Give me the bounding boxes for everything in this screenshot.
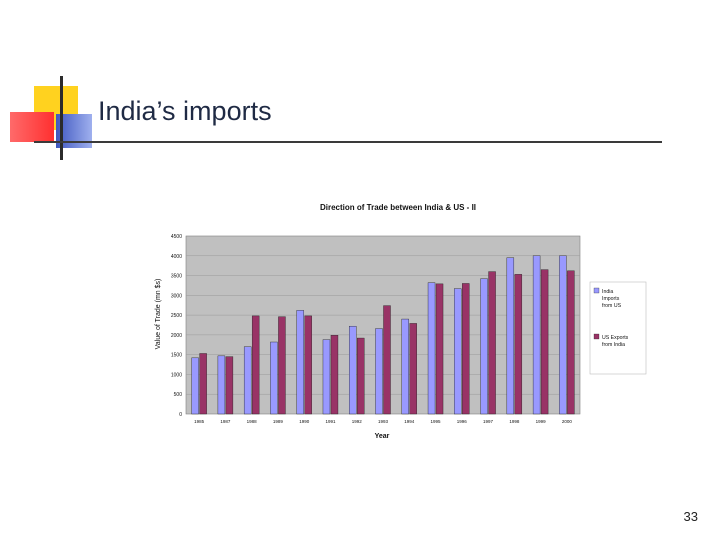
legend-label: India Imports from US xyxy=(602,289,622,309)
y-tick-label: 500 xyxy=(174,392,183,398)
bar xyxy=(322,339,331,415)
bar xyxy=(330,335,339,415)
bar xyxy=(435,283,444,415)
y-tick-label: 0 xyxy=(179,412,182,418)
x-tick-label: 1997 xyxy=(483,419,494,424)
bar xyxy=(427,282,436,415)
bar xyxy=(488,271,496,415)
x-tick-label: 1996 xyxy=(457,419,468,424)
logo-vertical-line xyxy=(60,76,63,160)
bar xyxy=(383,305,391,415)
x-tick-label: 1987 xyxy=(220,419,231,424)
bar xyxy=(296,310,304,415)
bar xyxy=(243,346,252,415)
bar xyxy=(532,255,541,415)
legend-box xyxy=(589,281,647,375)
page-number: 33 xyxy=(683,509,698,524)
logo-red-square xyxy=(10,112,54,142)
chart-ylabel: Value of Trade (mn $s) xyxy=(155,279,162,350)
bar xyxy=(217,355,226,415)
y-tick-label: 1500 xyxy=(171,353,182,359)
x-tick-label: 1994 xyxy=(404,419,415,424)
y-tick-label: 2500 xyxy=(171,313,182,319)
slide-title: India’s imports xyxy=(98,96,272,126)
chart-xlabel: Year xyxy=(375,433,390,440)
bar xyxy=(270,341,278,415)
chart-title: Direction of Trade between India & US - … xyxy=(320,203,476,212)
x-tick-label: 1985 xyxy=(194,419,205,424)
legend-swatch xyxy=(593,287,600,294)
x-tick-label: 1988 xyxy=(247,419,258,424)
plot-background xyxy=(185,235,581,415)
bar xyxy=(199,353,207,415)
trade-bar-chart: Direction of Trade between India & US - … xyxy=(155,203,647,440)
bar xyxy=(514,274,523,415)
y-tick-label: 4500 xyxy=(171,234,182,240)
legend-swatch xyxy=(593,333,600,340)
bar xyxy=(409,323,417,415)
bar xyxy=(559,255,567,415)
x-tick-label: 1998 xyxy=(509,419,520,424)
y-tick-label: 3500 xyxy=(171,274,182,280)
bar xyxy=(349,325,357,415)
bar xyxy=(304,315,312,415)
x-tick-label: 1999 xyxy=(536,419,547,424)
bar xyxy=(357,337,365,415)
bar xyxy=(278,316,286,415)
x-tick-label: 1990 xyxy=(299,419,310,424)
title-divider xyxy=(34,141,662,143)
x-tick-label: 1991 xyxy=(325,419,336,424)
y-tick-label: 2000 xyxy=(171,333,182,339)
x-tick-label: 2000 xyxy=(562,419,573,424)
chart-legend: India Imports from US US Exports from India xyxy=(589,281,647,375)
bar xyxy=(191,357,199,415)
bar xyxy=(251,315,260,415)
y-tick-label: 4000 xyxy=(171,254,182,260)
plot-area: 0 500 1000 1500 2000 2500 3000 3500 4000 4500 1985… xyxy=(171,234,581,424)
bar xyxy=(480,278,488,415)
bar xyxy=(567,270,575,415)
y-tick-label: 3000 xyxy=(171,293,182,299)
x-tick-label: 1993 xyxy=(378,419,389,424)
y-tick-label: 1000 xyxy=(171,372,182,378)
bar xyxy=(375,328,383,415)
bar xyxy=(540,269,549,415)
bar xyxy=(225,356,234,415)
bar xyxy=(506,257,515,415)
bar xyxy=(454,288,462,415)
x-tick-label: 1992 xyxy=(352,419,363,424)
legend-label: US Exports from India xyxy=(602,335,629,348)
x-tick-label: 1995 xyxy=(431,419,442,424)
bar xyxy=(462,283,470,415)
bar xyxy=(401,318,409,415)
x-tick-label: 1989 xyxy=(273,419,284,424)
